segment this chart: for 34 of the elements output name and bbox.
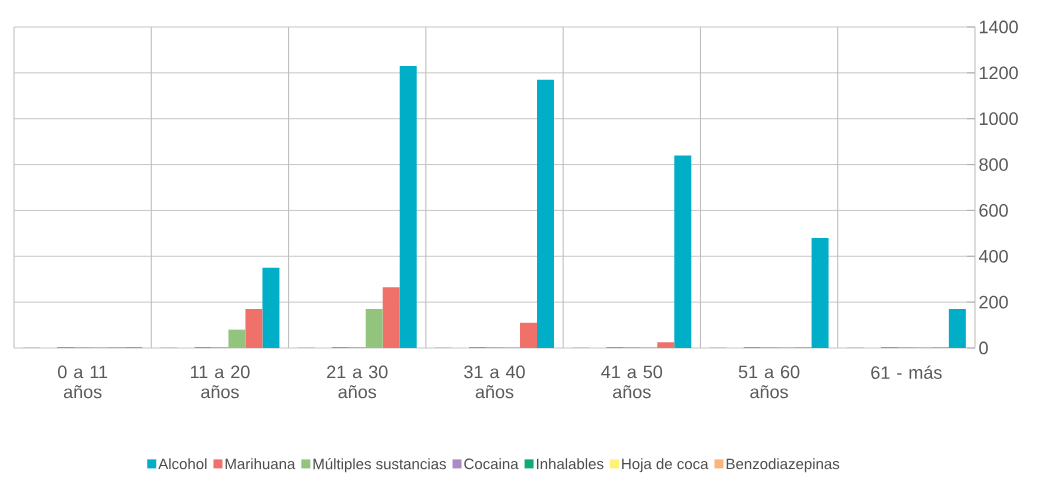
x-tick-label: 31 a 40 años [464, 365, 525, 399]
y-tick-label: 1000 [979, 112, 1018, 126]
bar [674, 155, 692, 348]
y-tick-label: 0 [979, 341, 988, 355]
bar [811, 237, 829, 348]
legend-label: Alcohol [158, 458, 207, 470]
legend-label: Marihuana [225, 458, 296, 470]
legend-label: Cocaina [464, 458, 519, 470]
bar [228, 329, 246, 348]
bar [537, 79, 554, 348]
bar [520, 322, 537, 348]
bar [948, 309, 966, 348]
y-tick-label: 1200 [979, 66, 1018, 80]
bar [365, 309, 383, 348]
y-tick-label: 600 [979, 204, 1008, 217]
legend-label: Hoja de coca [622, 458, 709, 473]
x-tick-label: 51 a 60 años [738, 365, 800, 399]
x-tick-label: 0 a 11 años [58, 365, 108, 399]
legend-label: Inhalables [536, 458, 604, 470]
x-tick-label: 61 - más [871, 365, 942, 379]
x-tick-label: 11 a 20 años [190, 365, 250, 399]
legend-label: Benzodiazepinas [726, 458, 840, 473]
x-tick-label: 41 a 50 años [601, 365, 663, 399]
y-tick-label: 1400 [979, 20, 1018, 34]
bar [657, 342, 675, 348]
y-tick-label: 400 [978, 249, 1008, 263]
bar [382, 287, 400, 348]
y-tick-label: 200 [979, 295, 1008, 309]
bar [262, 267, 280, 348]
bar [399, 65, 417, 348]
bar [245, 309, 263, 348]
x-tick-label: 21 a 30 años [327, 365, 388, 399]
legend-label: Múltiples sustancias [313, 458, 446, 473]
y-tick-label: 800 [979, 158, 1008, 171]
